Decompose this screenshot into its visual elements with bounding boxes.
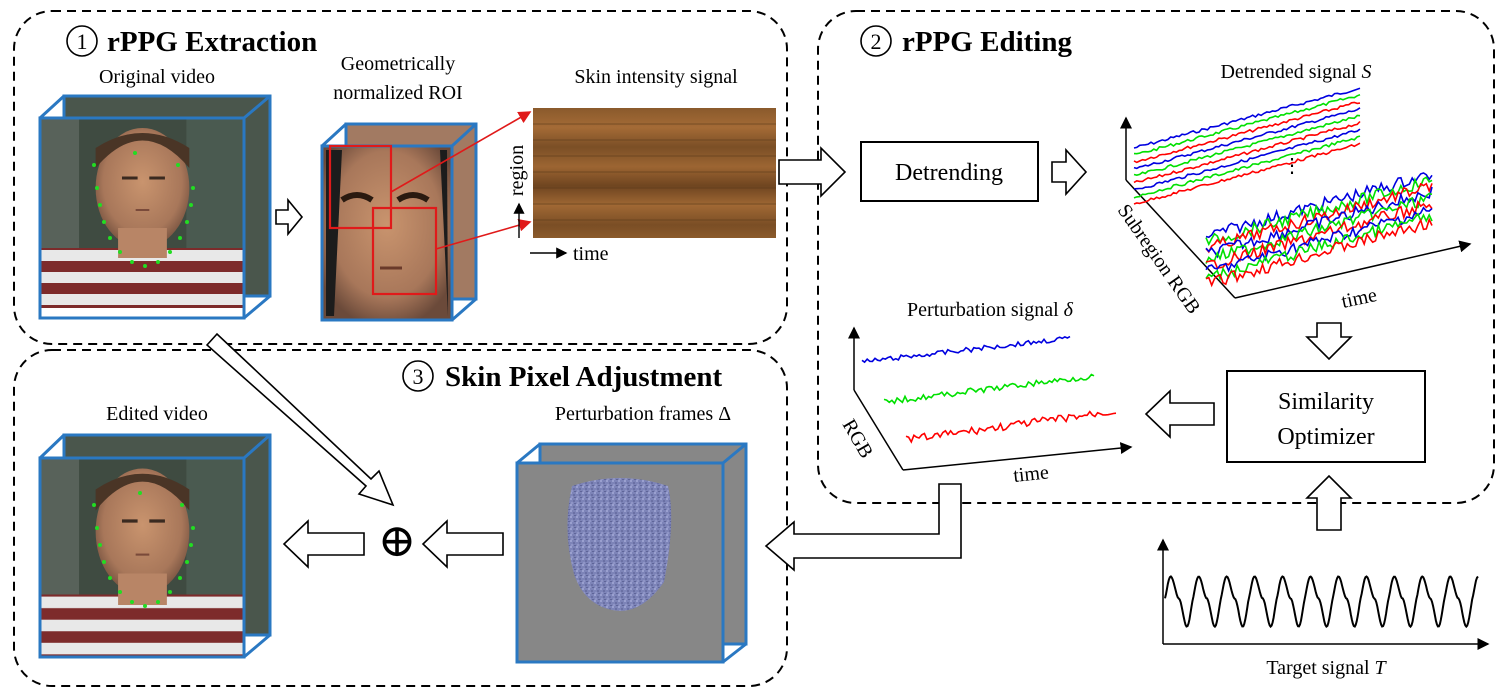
skin-signal-label: Skin intensity signal (574, 66, 738, 88)
detrended-trace (1133, 94, 1361, 155)
hollow-arrow-icon (282, 519, 365, 569)
perturbation-trace-green (883, 373, 1095, 405)
svg-text:3: 3 (413, 364, 424, 389)
detrended-trace (1133, 120, 1361, 184)
detrended-trace (1133, 114, 1361, 177)
detrended-trace (1205, 212, 1433, 282)
detrending-box-label: Detrending (895, 160, 1003, 186)
hollow-arrow-icon (275, 197, 304, 237)
hollow-arrow-icon (1305, 474, 1353, 531)
svg-text:Skin Pixel Adjustment: Skin Pixel Adjustment (445, 361, 722, 393)
detrended-trace (1205, 182, 1433, 254)
roi-label-line1: Geometrically (341, 53, 455, 75)
original-video-label: Original video (99, 66, 215, 88)
detrended-signal-lines (1133, 87, 1433, 288)
detrended-axes (1120, 116, 1472, 299)
roi-cube (320, 122, 478, 322)
detrending-box (860, 141, 1039, 202)
editing-region (817, 10, 1495, 504)
edited-video-label: Edited video (106, 403, 208, 425)
detrended-trace (1205, 186, 1433, 259)
detrended-trace (1133, 128, 1361, 190)
hollow-arrow-icon (1051, 147, 1088, 197)
perturbation-frames-cube (515, 442, 748, 664)
target-signal-line (1164, 575, 1479, 629)
perturbation-axes (848, 326, 1133, 471)
perturbation-trace-red (905, 410, 1117, 444)
target-axes (1157, 538, 1490, 650)
adjustment-region (13, 349, 788, 687)
roi-label-line2: normalized ROI (333, 82, 462, 104)
rgb-axis-label: RGB (838, 416, 878, 463)
face-image-icon (38, 456, 247, 660)
hollow-arrow-icon (205, 332, 395, 507)
extraction-title: 1 rPPG Extraction (66, 25, 317, 58)
perturbation-signal-label: Perturbation signal δ (907, 299, 1074, 321)
svg-text:rPPG Extraction: rPPG Extraction (107, 26, 317, 58)
region-axis-label: region (506, 145, 528, 196)
editing-title: 2 rPPG Editing (860, 25, 1072, 58)
adjustment-title: 3 Skin Pixel Adjustment (402, 360, 722, 393)
svg-text:2: 2 (871, 29, 882, 54)
subregion-axis-label: Subregion RGB (1113, 200, 1205, 318)
skin-signal-rows (533, 123, 776, 221)
detrended-signal-label: Detrended signal S (1220, 61, 1371, 83)
detrended-trace (1133, 135, 1361, 199)
perturbation-signal-lines (861, 335, 1117, 444)
hollow-arrow-icon (778, 146, 847, 198)
similarity-label-line2: Optimizer (1277, 424, 1374, 450)
similarity-label-line1: Similarity (1278, 389, 1374, 415)
detrended-trace (1133, 101, 1361, 164)
detrended-trace (1205, 199, 1433, 270)
time-axis-label-3: time (1012, 461, 1050, 487)
edited-video-cube (38, 433, 272, 660)
svg-text:rPPG Editing: rPPG Editing (902, 26, 1072, 58)
oplus-icon: ⊕ (378, 515, 417, 566)
detrended-trace (1205, 176, 1433, 247)
svg-text:1: 1 (77, 29, 88, 54)
similarity-optimizer-box (1226, 370, 1426, 463)
hollow-arrow-icon (421, 519, 504, 569)
detrended-trace (1133, 107, 1361, 170)
skin-intensity-image (533, 108, 776, 238)
ellipsis-dots: ⋮ (1282, 155, 1302, 177)
hollow-arrow-icon (1144, 389, 1215, 439)
time-axis-label-2: time (1339, 284, 1378, 313)
hollow-arrow-icon (1305, 322, 1353, 361)
face-image-icon (38, 116, 247, 310)
hollow-arrow-icon (764, 483, 962, 572)
perturbation-frames-label: Perturbation frames Δ (555, 403, 731, 425)
original-video-cube (38, 94, 272, 320)
detrended-trace (1133, 142, 1361, 205)
target-signal-label: Target signal T (1266, 657, 1387, 679)
perturbation-trace-blue (861, 335, 1071, 364)
detrended-trace (1133, 87, 1361, 149)
time-axis-label-1: time (573, 243, 609, 265)
detrended-trace (1205, 172, 1433, 239)
detrended-trace (1205, 217, 1433, 288)
